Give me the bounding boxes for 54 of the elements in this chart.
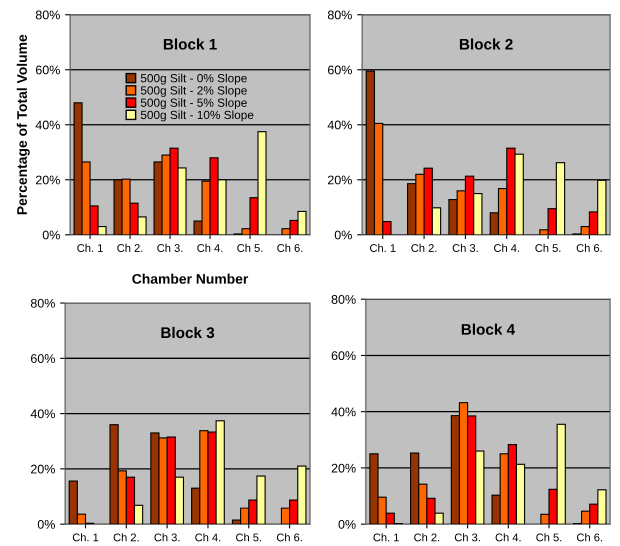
x-tick-label: Ch 6.: [577, 533, 602, 542]
y-tick-label: 40%: [30, 409, 55, 418]
y-tick-label: 20%: [36, 176, 60, 184]
x-tick-label: Ch 4.: [496, 533, 521, 542]
y-tick-label: 80%: [332, 295, 356, 304]
x-tick-label: Ch 5.: [535, 244, 560, 252]
legend-label: 500g Silt - 5% Slope: [140, 98, 247, 110]
y-tick-label: 20%: [332, 464, 356, 473]
x-tick-label: Ch 4.: [494, 244, 520, 252]
x-tick-label: Ch 5.: [536, 533, 562, 542]
x-tick-label: Ch 6.: [276, 533, 302, 542]
text: Block 3: [161, 326, 214, 338]
y-axis-title: Percentage of Total Volume: [16, 34, 30, 214]
x-tick-label: Ch 4.: [195, 533, 220, 542]
y-tick-label: 0%: [334, 230, 352, 240]
x-tick-label: Ch 2.: [117, 244, 142, 252]
x-tick-label: Ch 3.: [154, 533, 180, 542]
y-tick-label: 60%: [332, 351, 356, 360]
x-tick-label: Ch 5.: [237, 244, 262, 252]
y-tick-label: 0%: [338, 520, 356, 529]
x-tick-label: Ch. 1: [77, 244, 103, 252]
legend-label: 500g Silt - 0% Slope: [140, 74, 247, 85]
legend-label: 500g Silt - 2% Slope: [140, 86, 247, 97]
y-tick-label: 60%: [30, 354, 55, 363]
y-tick-label: 0%: [42, 230, 60, 240]
y-tick-label: 80%: [36, 10, 60, 20]
x-tick-label: Ch 2.: [411, 244, 436, 252]
x-tick-label: Ch 3.: [452, 244, 478, 252]
x-tick-label: Ch 6.: [576, 244, 602, 252]
y-tick-label: 60%: [328, 66, 352, 74]
x-tick-label: Ch 5.: [236, 533, 262, 542]
text: Block 1: [164, 38, 217, 50]
y-tick-label: 20%: [30, 464, 55, 474]
y-tick-label: 20%: [328, 176, 352, 184]
x-tick-label: Ch 2.: [414, 533, 440, 542]
text: Block 2: [460, 38, 513, 50]
y-tick-label: 0%: [38, 520, 55, 529]
y-tick-label: 60%: [36, 66, 60, 74]
x-axis-title: Chamber Number: [132, 274, 248, 284]
x-tick-label: Ch. 1: [373, 533, 399, 542]
text: Block 4: [462, 324, 516, 335]
y-tick-label: 40%: [36, 120, 60, 130]
x-tick-label: Ch 4.: [197, 244, 222, 252]
y-tick-label: 40%: [328, 120, 352, 130]
y-tick-label: 80%: [328, 10, 352, 20]
y-tick-label: 40%: [331, 407, 356, 416]
x-tick-label: Ch. 1: [72, 533, 98, 542]
legend-label: 500g Silt - 10% Slope: [140, 110, 254, 122]
x-tick-label: Ch 3.: [454, 533, 480, 542]
y-tick-label: 80%: [30, 298, 55, 308]
x-tick-label: Ch 6.: [277, 244, 302, 252]
x-tick-label: Ch. 1: [370, 244, 396, 252]
x-tick-label: Ch 2.: [114, 533, 139, 542]
x-tick-label: Ch 3.: [157, 244, 182, 252]
